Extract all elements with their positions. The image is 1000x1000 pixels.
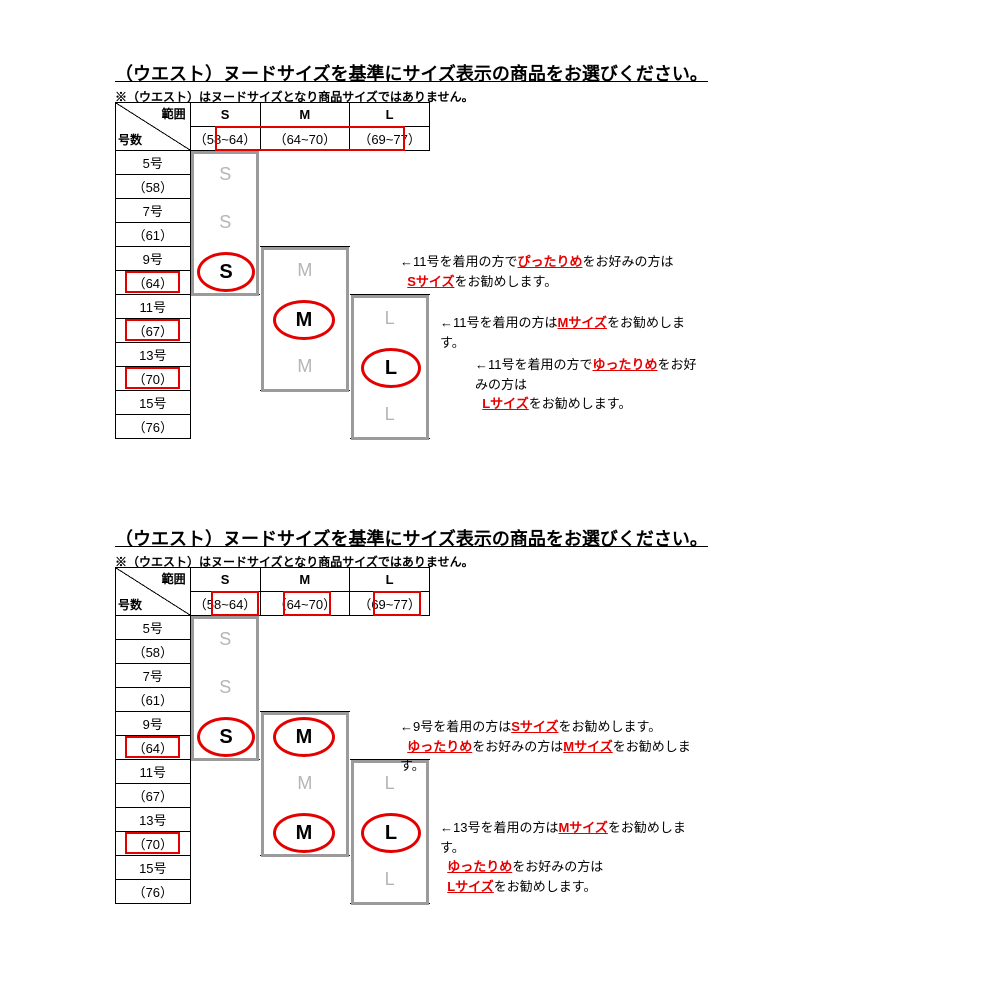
r5b: （76） (116, 415, 191, 439)
r2t: 9号 (116, 247, 191, 271)
ellipse-m2: M (273, 813, 335, 853)
red-row-70 (125, 367, 180, 389)
ellipse-l: L (361, 813, 421, 853)
r1b: （61） (116, 223, 191, 247)
r3b: （67） (116, 784, 191, 808)
ellipse-s: S (197, 252, 255, 292)
note-3: ←11号を着用の方でゆったりめをお好みの方は Lサイズをお勧めします。 (475, 355, 708, 414)
red-header-s (211, 591, 259, 616)
note-2: ←13号を着用の方はMサイズをお勧めします。 ゆったりめをお好みの方は Lサイズ… (440, 818, 708, 896)
ellipse-m: M (273, 300, 335, 340)
hdr-m: M (260, 103, 350, 127)
hdr-s: S (190, 103, 260, 127)
red-header-m (283, 591, 331, 616)
corner-range: 範囲 (162, 570, 186, 587)
r0t: 5号 (116, 151, 191, 175)
corner-gou: 号数 (118, 596, 142, 613)
r5b: （76） (116, 880, 191, 904)
hdr-s: S (190, 568, 260, 592)
r0t: 5号 (116, 616, 191, 640)
r0b: （58） (116, 640, 191, 664)
r4t: 13号 (116, 808, 191, 832)
r4t: 13号 (116, 343, 191, 367)
hdr-l: L (350, 103, 430, 127)
r3t: 11号 (116, 760, 191, 784)
r5t: 15号 (116, 391, 191, 415)
r1b: （61） (116, 688, 191, 712)
panel-title: （ウエスト）ヌードサイズを基準にサイズ表示の商品をお選びください。 (115, 60, 708, 86)
size-table-1: 範囲 号数 S M L （58~64） （64~70） （69~77） 5号 S… (115, 102, 430, 439)
ellipse-l: L (361, 348, 421, 388)
note-1: ←11号を着用の方でぴったりめをお好みの方は Sサイズをお勧めします。 (400, 252, 674, 291)
r5t: 15号 (116, 856, 191, 880)
corner-range: 範囲 (162, 105, 186, 122)
red-row-67 (125, 319, 180, 341)
red-header-l (373, 591, 421, 616)
hdr-m: M (260, 568, 350, 592)
note-2: ←11号を着用の方はMサイズをお勧めします。 (440, 313, 708, 352)
size-guide-panel-1: （ウエスト）ヌードサイズを基準にサイズ表示の商品をお選びください。 ※（ウエスト… (115, 60, 708, 105)
hdr-l: L (350, 568, 430, 592)
size-table-2: 範囲 号数 S M L （58~64） （64~70） （69~77） 5号 S… (115, 567, 430, 904)
ellipse-m1: M (273, 717, 335, 757)
red-header-box (215, 126, 405, 151)
r3t: 11号 (116, 295, 191, 319)
corner-gou: 号数 (118, 131, 142, 148)
red-row-70 (125, 832, 180, 854)
note-1: ←9号を着用の方はSサイズをお勧めします。 ゆったりめをお好みの方はMサイズをお… (400, 717, 708, 776)
red-row-64 (125, 271, 180, 293)
r1t: 7号 (116, 199, 191, 223)
red-row-64 (125, 736, 180, 758)
ellipse-s: S (197, 717, 255, 757)
panel-title: （ウエスト）ヌードサイズを基準にサイズ表示の商品をお選びください。 (115, 525, 708, 551)
r0b: （58） (116, 175, 191, 199)
r1t: 7号 (116, 664, 191, 688)
r2t: 9号 (116, 712, 191, 736)
size-guide-panel-2: （ウエスト）ヌードサイズを基準にサイズ表示の商品をお選びください。 ※（ウエスト… (115, 525, 708, 570)
